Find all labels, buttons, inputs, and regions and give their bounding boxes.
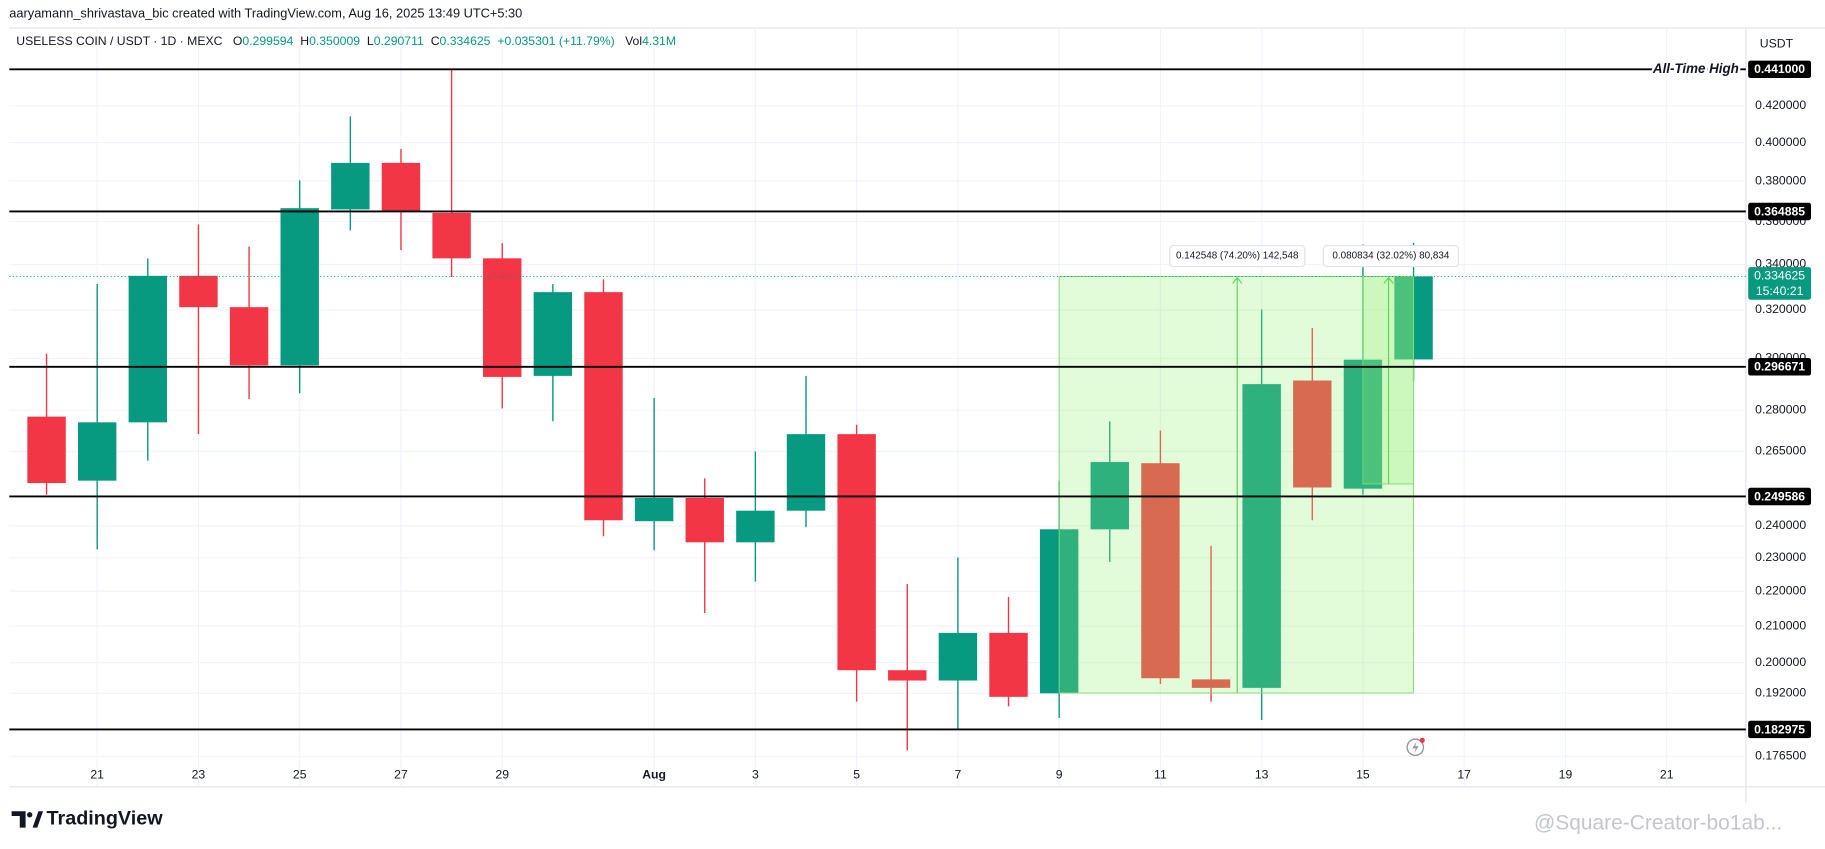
last-price-label: 0.334625: [1754, 269, 1805, 283]
legend-letter: H: [300, 34, 309, 48]
y-tick-label: 0.210000: [1755, 618, 1806, 632]
y-tick-label: 0.265000: [1755, 444, 1806, 458]
y-tick-label: 0.280000: [1755, 402, 1806, 416]
level-label-bg: [1748, 720, 1812, 739]
candle-body: [685, 497, 724, 543]
legend-symbol: USELESS COIN / USDT · 1D · MEXC: [16, 34, 222, 48]
level-note: All-Time High: [1652, 61, 1739, 76]
candle-body: [584, 292, 623, 521]
y-tick-label: 0.380000: [1755, 173, 1806, 187]
candle-body: [1242, 384, 1281, 688]
legend-letter: C: [431, 34, 440, 48]
candle-body: [837, 434, 876, 671]
y-tick-label: 0.176500: [1755, 749, 1806, 763]
legend-volume: 4.31M: [642, 34, 676, 48]
level-label: 0.364885: [1754, 204, 1805, 218]
level-label: 0.441000: [1754, 62, 1805, 76]
x-tick-label: 5: [853, 767, 860, 781]
y-tick-label: 0.192000: [1755, 686, 1806, 700]
candle-body: [1191, 679, 1231, 688]
countdown: 15:40:21: [1756, 284, 1804, 298]
legend-high: 0.350009: [309, 34, 360, 48]
level-label: 0.249586: [1754, 489, 1805, 503]
level-label: 0.182975: [1754, 722, 1805, 736]
brand: TradingView: [47, 808, 164, 830]
level-label-bg: [1748, 202, 1812, 221]
legend: USELESS COIN / USDT · 1D · MEXC O0.29959…: [16, 34, 676, 48]
range-box: [1058, 275, 1415, 694]
candle-body: [786, 434, 826, 511]
candle-body: [989, 632, 1028, 697]
candle-body: [229, 307, 269, 366]
candle-body: [331, 162, 370, 210]
level-label-bg: [1748, 487, 1812, 506]
candle-body: [179, 275, 218, 308]
candle-body: [381, 162, 421, 211]
candle-body: [128, 275, 168, 423]
brand-logo: [11, 811, 44, 828]
x-tick-label: 29: [495, 767, 509, 781]
x-tick-label: 9: [1056, 767, 1063, 781]
candle-body: [77, 422, 117, 481]
x-tick-label: 25: [293, 767, 307, 781]
candle-body: [27, 416, 66, 484]
range-label-bg: [1322, 245, 1459, 268]
x-tick-label: 15: [1356, 767, 1370, 781]
credit: aaryamann_shrivastava_bic created with T…: [9, 5, 522, 20]
candle-body: [1293, 380, 1332, 488]
level-label-bg: [1748, 358, 1812, 376]
watermark: @Square-Creator-bo1ab...: [1534, 812, 1782, 835]
legend-vol-label: Vol: [625, 34, 642, 48]
y-tick-label: 0.220000: [1755, 583, 1806, 597]
x-tick-label: 21: [1660, 767, 1674, 781]
plot: 0.4200000.4000000.3800000.3600000.340000…: [9, 27, 1812, 787]
candle-body: [280, 208, 319, 366]
candle-body: [432, 212, 471, 259]
y-tick-label: 0.400000: [1755, 135, 1806, 149]
candle-body: [533, 292, 573, 376]
alert-icon: [1406, 737, 1425, 757]
candle-body: [483, 258, 522, 377]
x-tick-label: 23: [192, 767, 206, 781]
range-label: 0.142548 (74.20%) 142,548: [1176, 251, 1299, 262]
x-tick-label: 13: [1255, 767, 1269, 781]
candle-body: [634, 497, 674, 522]
y-tick-label: 0.240000: [1755, 518, 1806, 532]
level-label: 0.296671: [1754, 360, 1805, 374]
y-tick-label: 0.420000: [1755, 98, 1806, 112]
range-arrowhead: [1232, 276, 1243, 284]
legend-letter: L: [367, 34, 374, 48]
x-tick-label: 11: [1154, 767, 1167, 781]
currency: USDT: [1760, 36, 1794, 50]
range-label-bg: [1169, 245, 1306, 268]
x-tick-label: 21: [90, 767, 104, 781]
legend-letter: O: [233, 34, 243, 48]
legend-close: 0.334625: [440, 34, 491, 48]
candle-body: [938, 632, 978, 681]
legend-low: 0.290711: [374, 34, 424, 48]
candle-body: [1141, 463, 1180, 679]
last-price-box: [1748, 267, 1812, 300]
legend-change: +0.035301 (+11.79%): [497, 34, 614, 48]
range-arrowhead: [1383, 276, 1394, 284]
candle-body: [736, 510, 775, 543]
y-tick-label: 0.230000: [1755, 550, 1806, 564]
x-tick-label: 7: [954, 767, 961, 781]
x-tick-label: 27: [394, 767, 408, 781]
level-label-bg: [1748, 60, 1812, 79]
x-tick-label: Aug: [642, 767, 666, 781]
legend-open: 0.299594: [242, 34, 293, 48]
x-tick-label: 3: [752, 767, 759, 781]
x-tick-label: 19: [1559, 767, 1573, 781]
x-tick-label: 17: [1457, 767, 1471, 781]
range-label: 0.080834 (32.02%) 80,834: [1332, 251, 1449, 262]
candle-body: [888, 670, 927, 681]
y-tick-label: 0.320000: [1755, 302, 1806, 316]
y-tick-label: 0.200000: [1755, 655, 1806, 669]
